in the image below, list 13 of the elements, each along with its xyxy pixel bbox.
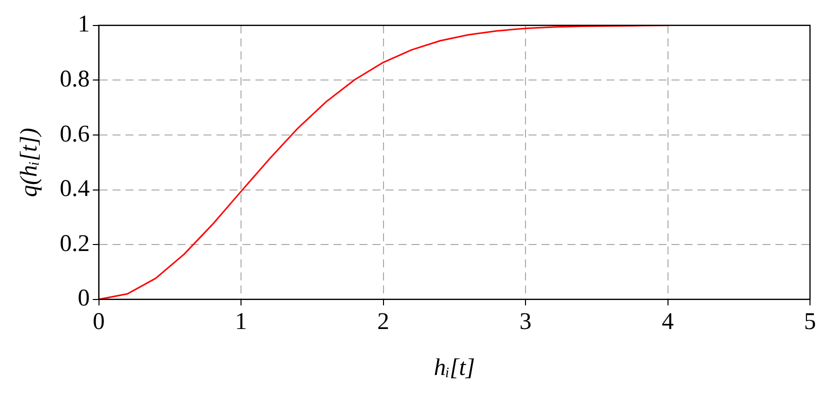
y-axis-title: q(hᵢ[t]) (16, 128, 43, 197)
y-tick-label: 0.4 (60, 176, 90, 202)
x-tick-label: 2 (377, 309, 390, 336)
y-tick-label: 0.6 (60, 121, 90, 148)
x-axis-title: hᵢ[t] (434, 354, 475, 381)
y-tick-label: 0.8 (60, 66, 90, 92)
x-tick-label: 4 (662, 309, 674, 336)
x-tick-label: 5 (804, 309, 816, 336)
y-tick-label: 0 (78, 286, 90, 312)
x-tick-label: 3 (520, 309, 532, 336)
x-tick-label: 1 (235, 309, 248, 336)
y-tick-label: 1 (78, 12, 90, 38)
y-tick-label: 0.2 (60, 230, 90, 257)
